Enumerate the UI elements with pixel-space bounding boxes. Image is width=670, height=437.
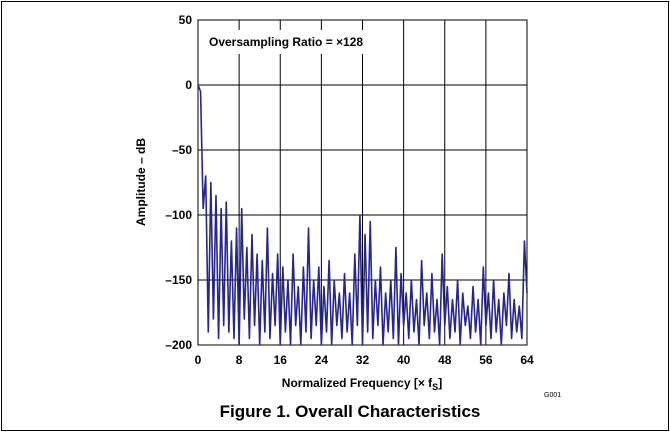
x-tick-label: 48 — [438, 353, 452, 367]
x-axis-label-main: Normalized Frequency [× f — [282, 376, 433, 390]
x-tick-label: 32 — [356, 353, 370, 367]
x-tick-label: 24 — [315, 353, 329, 367]
x-axis-label-end: ] — [438, 376, 442, 390]
x-tick-label: 56 — [479, 353, 493, 367]
y-tick-label: 0 — [185, 78, 192, 92]
figure-id: G001 — [544, 392, 561, 399]
x-tick-label: 0 — [195, 353, 202, 367]
x-tick-label: 40 — [397, 353, 411, 367]
y-tick-label: 50 — [179, 13, 193, 27]
x-axis-label-subscript: S — [432, 382, 438, 392]
y-tick-label: –100 — [165, 208, 192, 222]
y-tick-label: –50 — [172, 143, 192, 157]
y-tick-label: –200 — [165, 338, 192, 352]
x-tick-label: 8 — [236, 353, 243, 367]
grid — [197, 19, 528, 346]
caption: Figure 1. Overall Characteristics — [220, 402, 481, 421]
x-tick-label: 16 — [274, 353, 288, 367]
x-axis-label: Normalized Frequency [× fS] — [282, 376, 442, 392]
y-axis-label: Amplitude – dB — [134, 138, 148, 226]
series-line — [197, 84, 528, 346]
annotation-background — [203, 30, 371, 54]
plot — [197, 84, 528, 346]
x-tick-label: 64 — [520, 353, 534, 367]
annotation: Oversampling Ratio = ×128 — [209, 35, 363, 49]
y-tick-label: –150 — [165, 273, 192, 287]
